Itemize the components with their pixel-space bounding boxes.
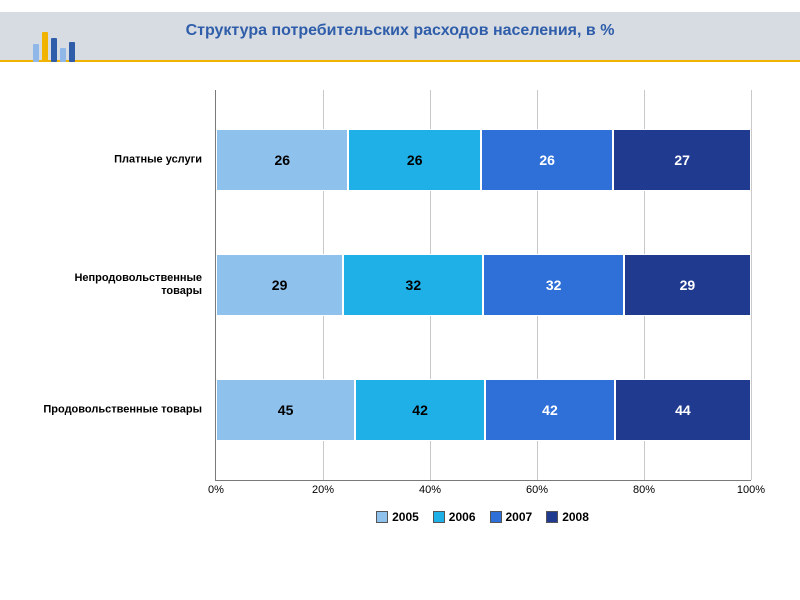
category-label: Платные услуги: [42, 154, 202, 167]
category-label: Продовольственные товары: [42, 403, 202, 416]
x-tick-label: 0%: [208, 484, 224, 496]
bar-segment: 44: [615, 379, 751, 441]
bar-segment: 26: [348, 129, 480, 191]
legend-label: 2007: [506, 510, 533, 524]
legend-item: 2005: [376, 510, 419, 524]
x-tick-label: 80%: [633, 484, 655, 496]
legend: 2005 2006 2007 2008: [215, 510, 750, 524]
legend-label: 2005: [392, 510, 419, 524]
legend-swatch-icon: [433, 511, 445, 523]
category-label: Непродовольственные товары: [42, 272, 202, 298]
legend-item: 2007: [490, 510, 533, 524]
plot-area: 0%20%40%60%80%100%2626262729323229454242…: [215, 90, 751, 481]
bar-row: 45424244: [216, 379, 751, 441]
legend-label: 2006: [449, 510, 476, 524]
bar-segment: 42: [485, 379, 615, 441]
x-tick-label: 100%: [737, 484, 765, 496]
bar-segment: 26: [216, 129, 348, 191]
gridline: [751, 90, 752, 480]
chart: Платные услуги Непродовольственные товары…: [40, 90, 760, 530]
bar-row: 29323229: [216, 254, 751, 316]
bar-segment: 32: [483, 254, 623, 316]
bar-segment: 29: [216, 254, 343, 316]
x-tick-label: 40%: [419, 484, 441, 496]
page-title: Структура потребительских расходов насел…: [0, 22, 800, 40]
legend-item: 2006: [433, 510, 476, 524]
legend-item: 2008: [546, 510, 589, 524]
legend-swatch-icon: [376, 511, 388, 523]
header-underline: [0, 60, 800, 62]
legend-swatch-icon: [490, 511, 502, 523]
legend-swatch-icon: [546, 511, 558, 523]
y-axis-labels: Платные услуги Непродовольственные товары…: [40, 90, 210, 480]
x-tick-label: 60%: [526, 484, 548, 496]
bar-segment: 45: [216, 379, 355, 441]
x-tick-label: 20%: [312, 484, 334, 496]
bar-segment: 26: [481, 129, 613, 191]
bar-segment: 27: [613, 129, 751, 191]
bar-segment: 32: [343, 254, 483, 316]
bar-row: 26262627: [216, 129, 751, 191]
legend-label: 2008: [562, 510, 589, 524]
bar-segment: 29: [624, 254, 751, 316]
bar-segment: 42: [355, 379, 485, 441]
